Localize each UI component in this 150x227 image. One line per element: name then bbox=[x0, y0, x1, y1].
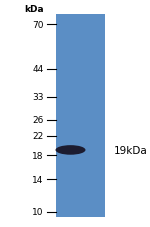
Text: 18: 18 bbox=[32, 151, 44, 160]
Text: 70: 70 bbox=[32, 21, 44, 30]
Text: 22: 22 bbox=[32, 132, 44, 141]
Text: 44: 44 bbox=[32, 65, 44, 74]
Text: 10: 10 bbox=[32, 207, 44, 216]
Text: 26: 26 bbox=[32, 116, 44, 125]
Text: 33: 33 bbox=[32, 93, 44, 102]
Text: 19kDa: 19kDa bbox=[114, 145, 148, 155]
Text: 14: 14 bbox=[32, 175, 44, 184]
Text: kDa: kDa bbox=[24, 5, 44, 14]
